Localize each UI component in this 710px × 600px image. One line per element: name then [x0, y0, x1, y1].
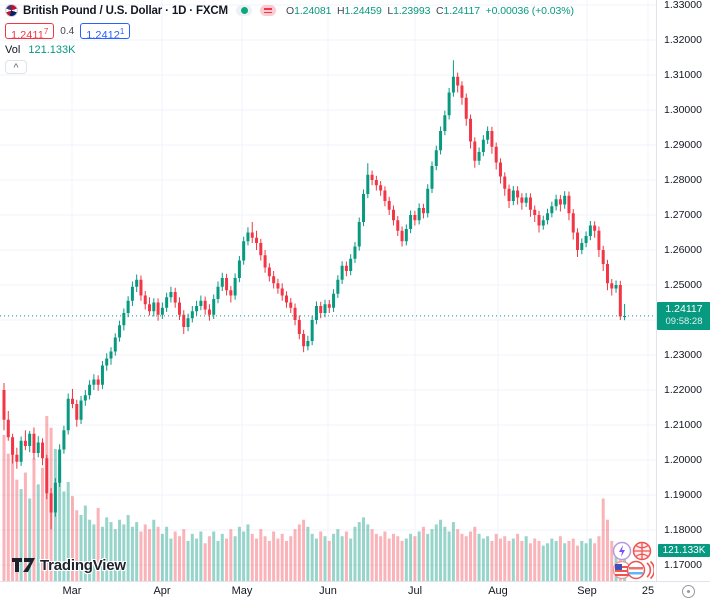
last-price-value: 1.24117: [665, 302, 703, 315]
price-axis-label: 1.33000: [664, 0, 702, 11]
price-axis-label: 1.18000: [664, 524, 702, 536]
flags-sticker-icon: [612, 560, 654, 580]
time-axis-label: Mar: [62, 585, 82, 597]
symbol-title[interactable]: British Pound / U.S. Dollar · 1D · FXCM: [23, 4, 228, 17]
lightning-sticker-icon: [612, 541, 632, 561]
collapse-legend-button[interactable]: ^: [5, 60, 27, 74]
tradingview-logo[interactable]: TradingView: [12, 557, 126, 574]
tradingview-logo-icon: [12, 558, 35, 572]
low-value: 1.23993: [393, 4, 431, 17]
price-axis-label: 1.21000: [664, 419, 702, 431]
price-axis-label: 1.29000: [664, 139, 702, 151]
price-axis-label: 1.19000: [664, 489, 702, 501]
volume-indicator-row: Vol 121.133K: [5, 44, 75, 56]
tradingview-logo-text: TradingView: [40, 557, 126, 574]
time-axis-label: May: [231, 585, 253, 597]
market-status-pill[interactable]: [236, 5, 252, 16]
price-axis-label: 1.27000: [664, 209, 702, 221]
time-axis[interactable]: Mar Apr May Jun Jul Aug Sep 25: [0, 581, 710, 600]
change-value: +0.00036 (+0.03%): [485, 4, 574, 17]
price-axis-label: 1.30000: [664, 104, 702, 116]
low-label: L: [387, 4, 394, 17]
quick-menu-pill[interactable]: [260, 5, 276, 16]
globe-sticker-icon: [632, 541, 652, 561]
sell-button[interactable]: 1.24117: [5, 23, 55, 42]
menu-lines-icon: [264, 11, 272, 13]
price-axis-label: 1.20000: [664, 454, 702, 466]
candlestick-chart[interactable]: [0, 0, 656, 581]
price-axis-label: 1.26000: [664, 244, 702, 256]
volume-label: Vol: [5, 44, 21, 56]
market-open-dot-icon: [240, 7, 248, 14]
time-axis-label: Sep: [577, 585, 597, 597]
price-axis-label: 1.31000: [664, 69, 702, 81]
time-axis-label: Jun: [319, 585, 337, 597]
time-axis-label: Aug: [488, 585, 508, 597]
close-value: 1.24117: [443, 4, 481, 17]
price-axis-label: 1.17000: [664, 559, 702, 571]
price-axis-label: 1.23000: [664, 349, 702, 361]
open-value: 1.24081: [294, 4, 332, 17]
buy-button[interactable]: 1.24121: [80, 23, 131, 42]
price-axis[interactable]: 1.24117 09:58:28 121.133K 1.33000 1.32000…: [656, 0, 710, 581]
menu-lines-icon: [264, 8, 272, 10]
time-axis-label: 25: [641, 585, 655, 597]
time-axis-label: Apr: [153, 585, 171, 597]
volume-value: 121.133K: [28, 44, 76, 56]
price-axis-label: 1.28000: [664, 174, 702, 186]
time-axis-label: Jul: [407, 585, 423, 597]
symbol-logo-icon: [5, 4, 18, 17]
spread-value: 0.4: [60, 25, 75, 37]
price-axis-label: 1.25000: [664, 279, 702, 291]
close-label: C: [436, 4, 444, 17]
price-axis-label: 1.32000: [664, 34, 702, 46]
open-label: O: [286, 4, 295, 17]
bar-countdown: 09:58:28: [665, 315, 703, 327]
high-value: 1.24459: [344, 4, 382, 17]
last-price-tag: 1.24117 09:58:28: [657, 301, 710, 330]
scale-settings-icon[interactable]: [682, 585, 695, 598]
volume-tag: 121.133K: [658, 544, 710, 558]
high-label: H: [336, 4, 345, 17]
ohlc-readout: O1.24081 H1.24459 L1.23993 C1.24117 +0.0…: [286, 5, 574, 17]
sticker-bubbles: [612, 541, 654, 581]
price-axis-label: 1.22000: [664, 384, 702, 396]
